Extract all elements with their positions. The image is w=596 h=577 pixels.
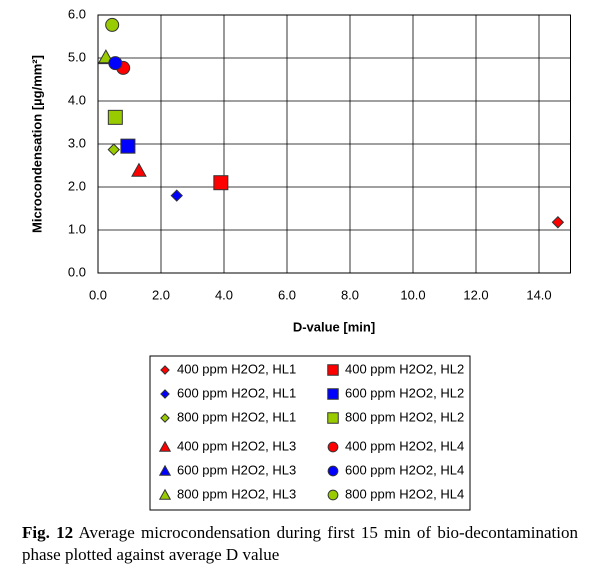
y-tick-label: 3.0: [68, 135, 86, 150]
legend-marker: [327, 489, 339, 501]
legend-label: 800 ppm H2O2, HL1: [177, 409, 296, 424]
legend-marker: [327, 441, 339, 453]
legend-label: 600 ppm H2O2, HL3: [177, 462, 296, 477]
legend-label: 800 ppm H2O2, HL3: [177, 486, 296, 501]
y-tick-label: 1.0: [68, 221, 86, 236]
marker: [120, 138, 136, 154]
marker: [213, 175, 229, 191]
legend-label: 800 ppm H2O2, HL2: [345, 409, 464, 424]
legend-marker: [158, 464, 172, 476]
y-tick-label: 5.0: [68, 49, 86, 64]
legend-marker: [327, 465, 339, 477]
legend-marker: [158, 440, 172, 452]
x-tick-label: 0.0: [89, 287, 107, 302]
x-tick-label: 6.0: [278, 287, 296, 302]
caption-label: Fig. 12: [22, 523, 74, 542]
legend-label: 400 ppm H2O2, HL3: [177, 438, 296, 453]
legend-marker: [160, 365, 170, 375]
chart: D-value [min] Microcondensation [µg/mm²]…: [29, 6, 571, 511]
caption-text: Average microcondensation during first 1…: [22, 523, 578, 564]
legend-marker: [158, 488, 172, 500]
legend-label: 400 ppm H2O2, HL2: [345, 361, 464, 376]
legend-label: 600 ppm H2O2, HL4: [345, 462, 464, 477]
marker: [107, 143, 120, 156]
x-tick-label: 2.0: [152, 287, 170, 302]
x-axis-title: D-value [min]: [293, 319, 375, 334]
legend-marker: [160, 413, 170, 423]
y-axis-title: Microcondensation [µg/mm²]: [29, 55, 44, 233]
marker: [105, 17, 120, 32]
marker: [108, 56, 123, 71]
x-tick-label: 12.0: [463, 287, 488, 302]
marker: [551, 216, 565, 229]
legend-marker: [160, 389, 170, 399]
caption: Fig. 12 Average microcondensation during…: [22, 522, 578, 566]
marker: [170, 189, 183, 202]
legend-marker: [327, 412, 339, 424]
legend-label: 400 ppm H2O2, HL4: [345, 438, 464, 453]
legend-box: [149, 355, 471, 511]
y-tick-label: 6.0: [68, 6, 86, 21]
x-tick-label: 14.0: [526, 287, 551, 302]
legend-marker: [327, 388, 339, 400]
legend-label: 400 ppm H2O2, HL1: [177, 361, 296, 376]
y-tick-label: 0.0: [68, 264, 86, 279]
y-tick-label: 4.0: [68, 92, 86, 107]
legend-label: 800 ppm H2O2, HL4: [345, 486, 464, 501]
marker: [131, 162, 147, 177]
marker: [107, 109, 123, 125]
x-tick-label: 8.0: [341, 287, 359, 302]
y-tick-label: 2.0: [68, 178, 86, 193]
legend-label: 600 ppm H2O2, HL2: [345, 385, 464, 400]
x-tick-label: 4.0: [215, 287, 233, 302]
legend-marker: [327, 364, 339, 376]
legend-label: 600 ppm H2O2, HL1: [177, 385, 296, 400]
x-tick-label: 10.0: [400, 287, 425, 302]
